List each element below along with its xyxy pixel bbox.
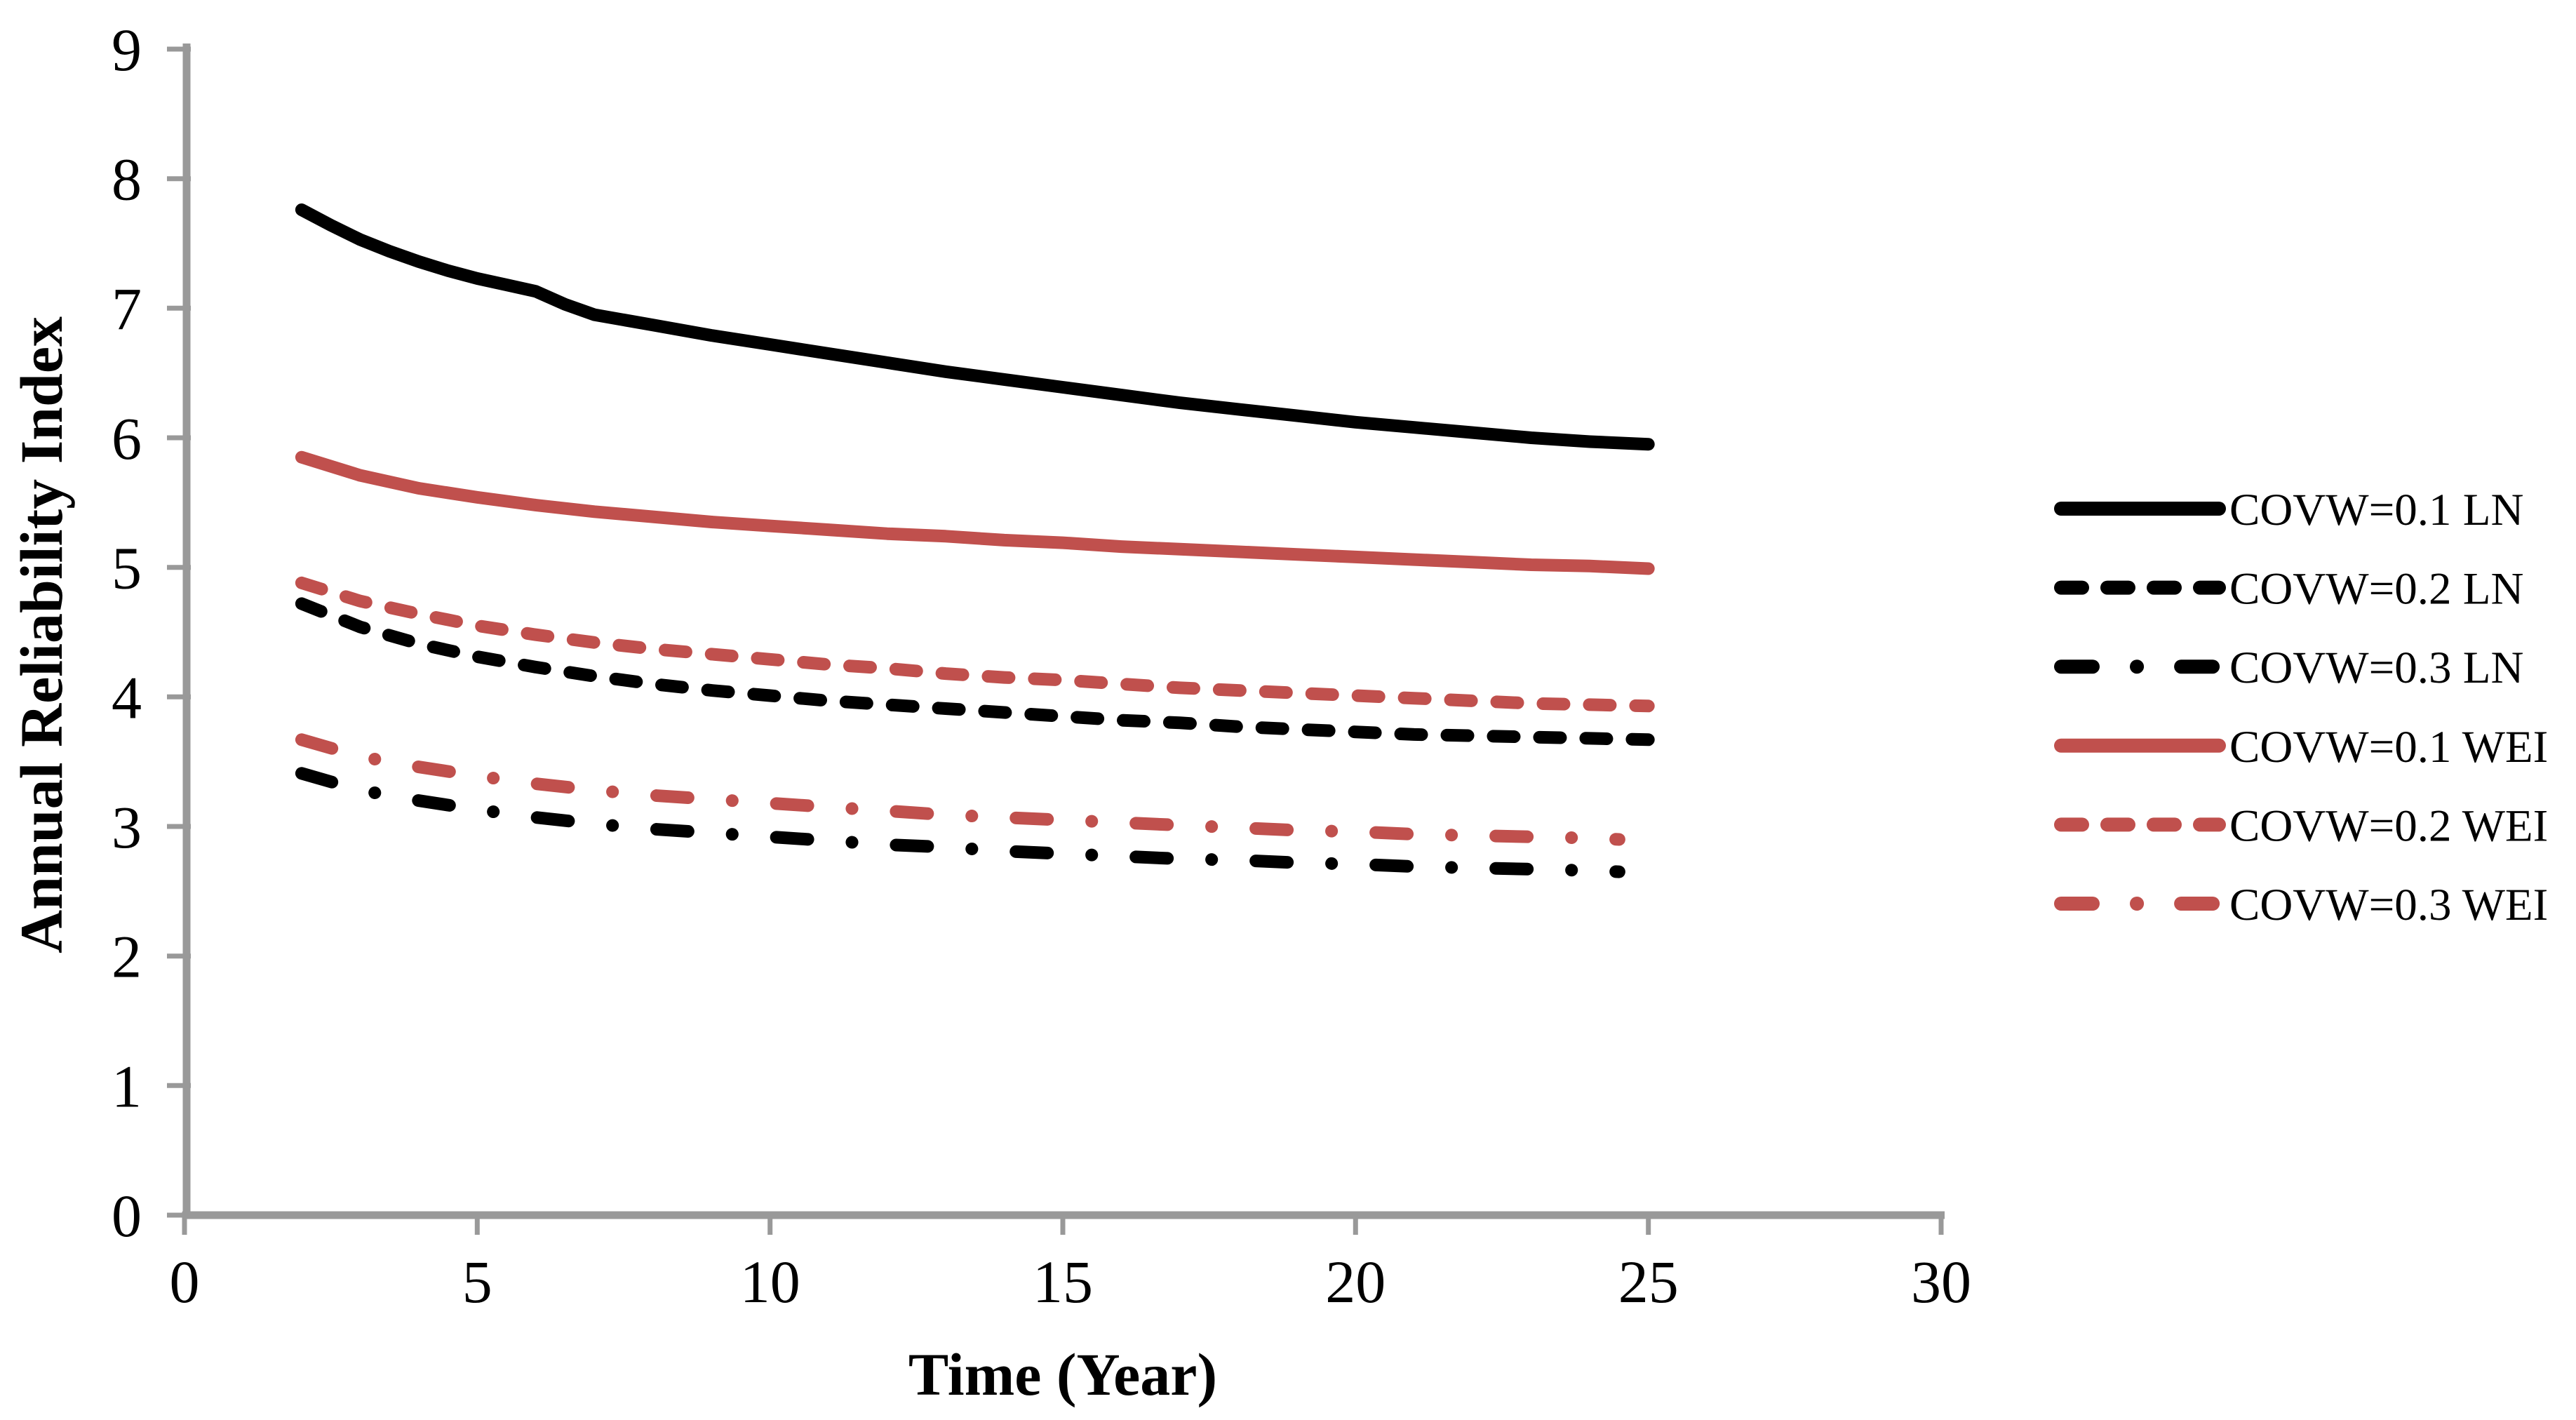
legend: COVW=0.1 LN COVW=0.2 LN COVW=0.3 LN COVW=0.… [2054,485,2548,930]
y-tick-label: 8 [112,146,142,213]
series-line-covw-0.3-wei [295,733,1625,846]
legend-label: COVW=0.3 WEI [2229,880,2548,930]
x-tick-label: 5 [462,1248,492,1315]
y-axis-title: Annual Reliability Index [8,316,75,953]
y-tick-label: 5 [112,535,142,602]
x-tick-label: 25 [1618,1248,1679,1315]
y-tick-label: 1 [112,1052,142,1120]
legend-item: COVW=0.2 WEI [2054,801,2548,851]
legend-label: COVW=0.1 WEI [2229,722,2548,772]
legend-item: COVW=0.3 WEI [2054,880,2548,930]
y-tick-label: 7 [112,275,142,342]
x-axis-title: Time (Year) [908,1341,1217,1408]
legend-item: COVW=0.2 LN [2054,564,2523,615]
series-line-covw-0.1-wei [295,450,1655,575]
legend-label: COVW=0.1 LN [2229,485,2523,535]
legend-item: COVW=0.1 LN [2054,485,2523,535]
series-line-covw-0.2-wei [295,576,1655,713]
legend-item: COVW=0.3 LN [2054,643,2523,693]
series-line-covw-0.3-ln [295,767,1625,878]
y-tick-label: 3 [112,793,142,861]
series-line-covw-0.1-ln [295,203,1655,451]
tick-labels: 0 1 2 3 4 5 6 7 8 9 0 5 10 15 20 25 30 [112,16,1971,1315]
axes [167,43,1945,1235]
y-tick-label: 2 [112,923,142,991]
y-tick-label: 9 [112,16,142,83]
x-tick-label: 15 [1033,1248,1093,1315]
y-tick-label: 6 [112,405,142,472]
x-tick-label: 20 [1325,1248,1386,1315]
x-tick-label: 0 [170,1248,200,1315]
x-tick-label: 30 [1911,1248,1971,1315]
data-series [295,203,1655,878]
legend-item: COVW=0.1 WEI [2054,722,2548,772]
legend-label: COVW=0.2 LN [2229,564,2523,615]
y-tick-label: 0 [112,1182,142,1250]
legend-label: COVW=0.3 LN [2229,643,2523,693]
x-tick-label: 10 [740,1248,800,1315]
series-line-covw-0.2-ln [295,597,1655,746]
legend-label: COVW=0.2 WEI [2229,801,2548,851]
y-tick-label: 4 [112,664,142,731]
